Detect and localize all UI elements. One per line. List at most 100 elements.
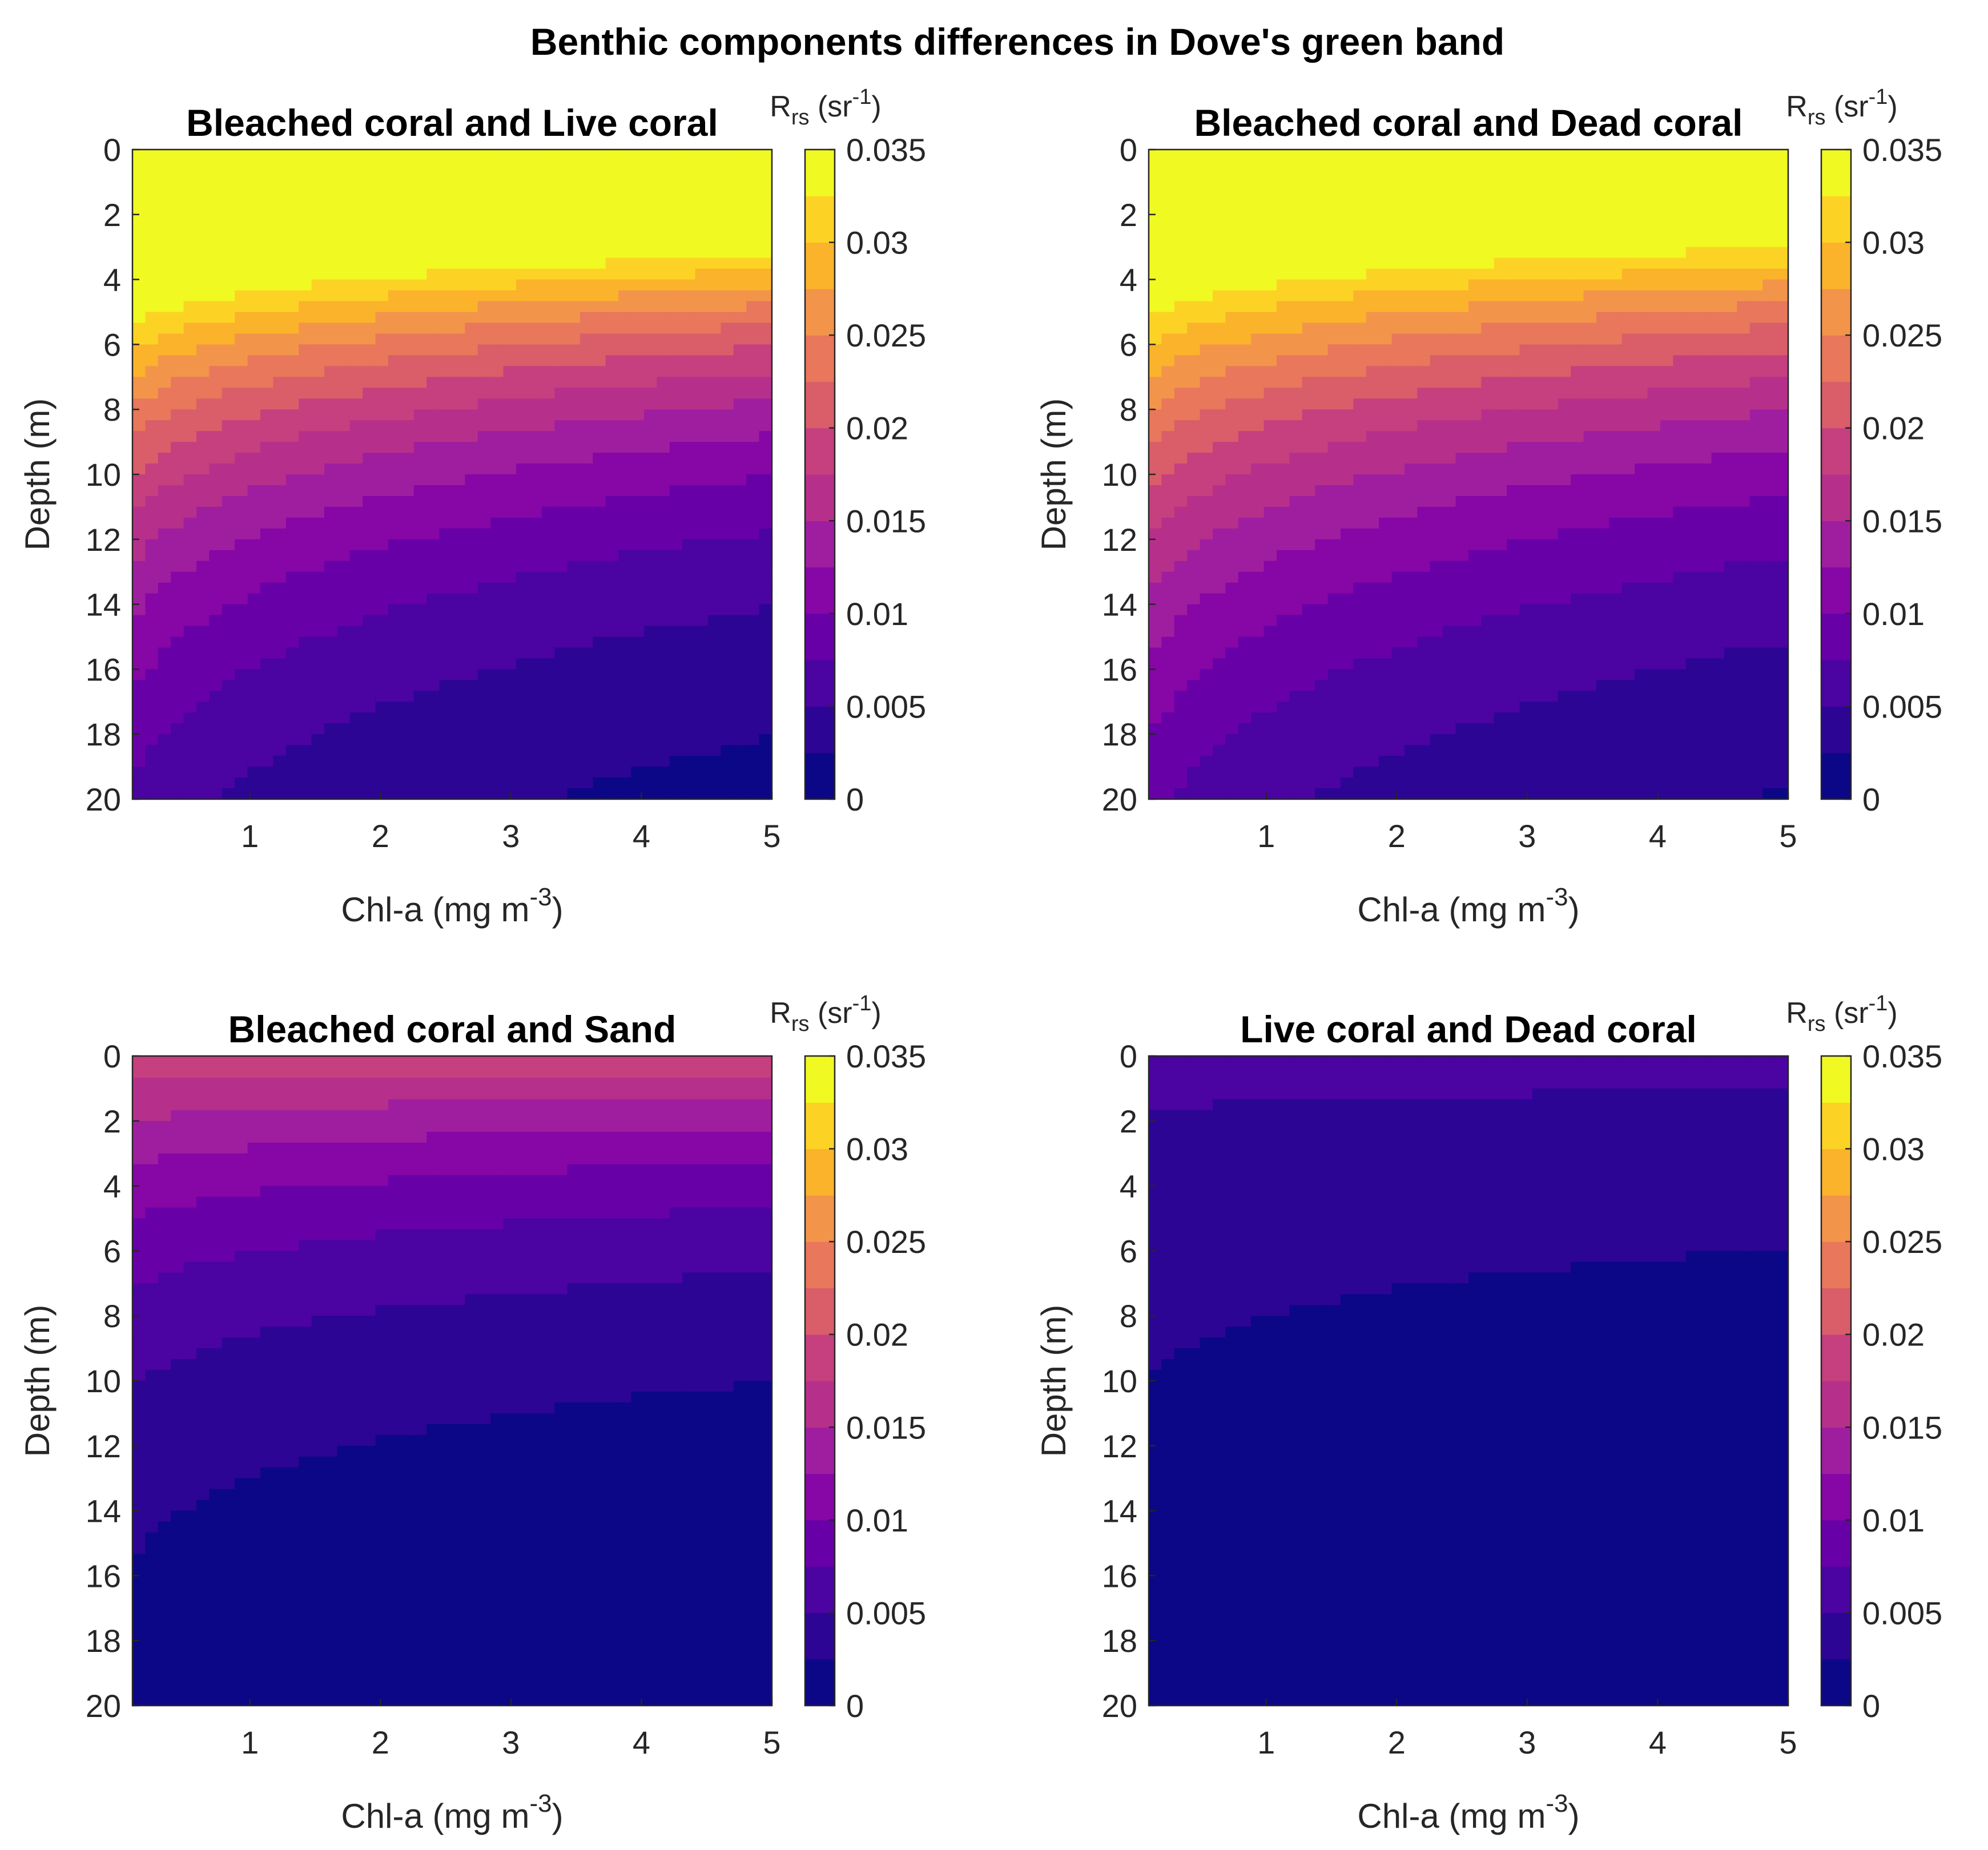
heatmap-cell xyxy=(183,767,197,778)
heatmap-cell xyxy=(733,777,747,789)
heatmap-cell xyxy=(1277,214,1290,226)
heatmap-cell xyxy=(311,247,325,259)
heatmap-cell xyxy=(260,333,274,345)
heatmap-cell xyxy=(145,767,159,778)
heatmap-cell xyxy=(171,604,184,616)
heatmap-cell xyxy=(1507,192,1520,204)
heatmap-cell xyxy=(746,247,760,259)
heatmap-cell xyxy=(1327,571,1341,583)
heatmap-cell xyxy=(631,257,645,269)
heatmap-cell xyxy=(477,182,491,194)
heatmap-cell xyxy=(375,463,389,475)
heatmap-cell xyxy=(759,582,772,594)
heatmap-cell xyxy=(413,203,427,215)
heatmap-cell xyxy=(209,312,223,324)
heatmap-cell xyxy=(1315,160,1329,172)
heatmap-cell xyxy=(503,658,517,670)
heatmap-cell xyxy=(388,680,402,692)
heatmap-cell xyxy=(1251,225,1265,237)
heatmap-cell xyxy=(209,150,223,161)
heatmap-cell xyxy=(171,615,184,627)
heatmap-cell xyxy=(1443,571,1456,583)
heatmap-cell xyxy=(1161,150,1175,161)
heatmap-cell xyxy=(209,333,223,345)
heatmap-cell xyxy=(209,680,223,692)
heatmap-cell xyxy=(708,355,722,367)
heatmap-cell xyxy=(1187,160,1201,172)
heatmap-cell xyxy=(196,366,210,378)
heatmap-cell xyxy=(349,268,363,280)
heatmap-cell xyxy=(1507,734,1520,745)
heatmap-cell xyxy=(209,495,223,507)
heatmap-cell xyxy=(746,495,760,507)
heatmap-cell xyxy=(1213,734,1226,745)
heatmap-cell xyxy=(529,582,542,594)
heatmap-cell xyxy=(721,453,734,464)
heatmap-cell xyxy=(1149,463,1162,475)
heatmap-cell xyxy=(695,236,709,248)
heatmap-cell xyxy=(363,312,376,324)
heatmap-cell xyxy=(388,626,402,638)
heatmap-cell xyxy=(721,366,734,378)
heatmap-cell xyxy=(145,528,159,540)
heatmap-cell xyxy=(529,203,542,215)
heatmap-cell xyxy=(1507,182,1520,194)
heatmap-cell xyxy=(439,539,453,551)
heatmap-cell xyxy=(1430,171,1443,183)
heatmap-cell xyxy=(516,463,530,475)
heatmap-cell xyxy=(1213,290,1226,302)
heatmap-cell xyxy=(235,388,248,400)
heatmap-cell xyxy=(260,225,274,237)
heatmap-cell xyxy=(682,550,696,562)
heatmap-cell xyxy=(541,756,555,767)
heatmap-cell xyxy=(1417,171,1431,183)
heatmap-cell xyxy=(657,528,670,540)
heatmap-cell xyxy=(1289,344,1303,356)
heatmap-cell xyxy=(1391,539,1405,551)
heatmap-cell xyxy=(158,333,171,345)
heatmap-cell xyxy=(541,431,555,442)
heatmap-cell xyxy=(529,506,542,518)
heatmap-cell xyxy=(1455,539,1469,551)
heatmap-cell xyxy=(1366,636,1379,648)
heatmap-cell xyxy=(1532,463,1546,475)
heatmap-cell xyxy=(1238,517,1251,529)
heatmap-cell xyxy=(605,442,619,453)
heatmap-cell xyxy=(1327,745,1341,756)
heatmap-cell xyxy=(1468,474,1482,486)
heatmap-cell xyxy=(1238,539,1251,551)
heatmap-cell xyxy=(605,388,619,400)
heatmap-cell xyxy=(171,669,184,681)
heatmap-cell xyxy=(413,604,427,616)
heatmap-cell xyxy=(516,171,530,183)
heatmap-cell xyxy=(529,626,542,638)
heatmap-cell xyxy=(196,506,210,518)
heatmap-cell xyxy=(1327,442,1341,453)
heatmap-cell xyxy=(1532,777,1546,789)
heatmap-cell xyxy=(1545,528,1559,540)
heatmap-cell xyxy=(413,636,427,648)
heatmap-cell xyxy=(247,593,261,605)
heatmap-cell xyxy=(401,203,414,215)
heatmap-cell xyxy=(349,453,363,464)
heatmap-cell xyxy=(363,225,376,237)
heatmap-cell xyxy=(516,506,530,518)
heatmap-cell xyxy=(388,550,402,562)
heatmap-cell xyxy=(1353,160,1367,172)
heatmap-cell xyxy=(1353,301,1367,313)
heatmap-cell xyxy=(1366,723,1379,735)
heatmap-cell xyxy=(605,171,619,183)
heatmap-cell xyxy=(375,398,389,410)
heatmap-cell xyxy=(1391,723,1405,735)
heatmap-cell xyxy=(554,150,568,161)
heatmap-cell xyxy=(1379,691,1393,703)
heatmap-cell xyxy=(465,474,478,486)
heatmap-cell xyxy=(1263,756,1277,767)
heatmap-cell xyxy=(1519,647,1533,659)
heatmap-cell xyxy=(721,355,734,367)
heatmap-cell xyxy=(1302,626,1315,638)
heatmap-cell xyxy=(1263,377,1277,389)
heatmap-cell xyxy=(1519,225,1533,237)
heatmap-cell xyxy=(503,366,517,378)
heatmap-cell xyxy=(465,528,478,540)
